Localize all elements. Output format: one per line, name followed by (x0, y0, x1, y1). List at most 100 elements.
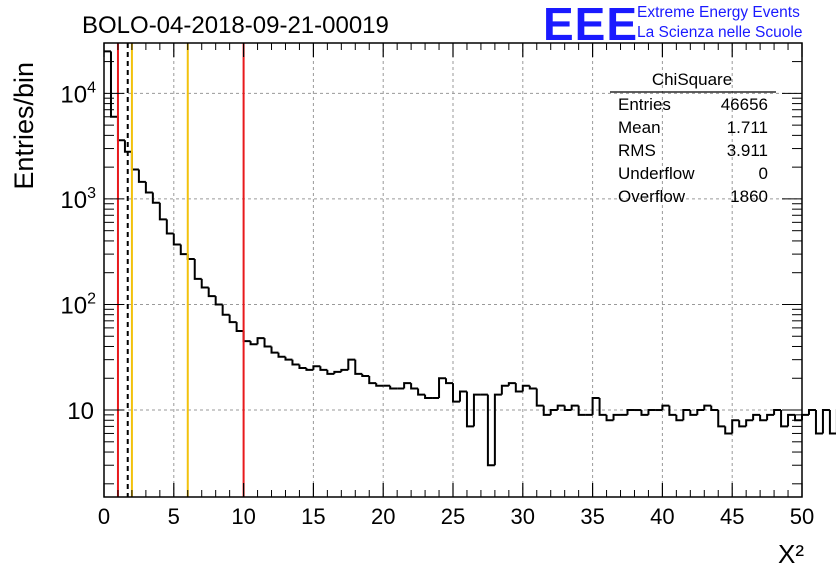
histogram-bin (172, 233, 181, 246)
y-tick-label: 102 (60, 290, 96, 319)
x-tick-label: 0 (98, 504, 110, 529)
histogram-bin (759, 414, 768, 422)
histogram-bin (717, 410, 726, 428)
histogram-bin (228, 314, 237, 324)
stats-value-rms: 3.911 (727, 141, 768, 160)
logo-line-1: Extreme Energy Events (637, 4, 800, 21)
histogram-bin (389, 385, 398, 390)
histogram-bin (794, 414, 802, 422)
x-tick-label: 15 (301, 504, 325, 529)
histogram-bin (514, 383, 523, 393)
histogram-bin (207, 287, 216, 298)
histogram-bin (521, 384, 530, 392)
histogram-bin (144, 181, 153, 194)
histogram-bin (570, 404, 579, 411)
histogram-bin (528, 385, 537, 390)
histogram-bin (752, 413, 761, 421)
histogram-bin (472, 393, 481, 427)
eee-logo: EEE (543, 0, 639, 50)
grid-layer (104, 43, 802, 497)
histogram-bin (731, 419, 740, 434)
histogram-bin (493, 393, 502, 466)
histogram-bin (123, 140, 132, 153)
histogram-bin (354, 359, 363, 375)
axes-layer: 0 5 10 15 20 25 30 35 40 45 50 10 102 103 104 (60, 42, 814, 529)
histogram-bin (542, 405, 551, 416)
histogram-bin (263, 338, 272, 348)
histogram-bin (368, 376, 377, 385)
histogram-bin (270, 346, 279, 354)
stats-label-mean: Mean (618, 118, 661, 137)
histogram-bin (333, 370, 342, 374)
histogram-bin (249, 341, 258, 346)
histogram-bin (801, 413, 809, 421)
histogram-bin (612, 413, 621, 421)
x-tick-label: 20 (371, 504, 395, 529)
histogram-bin (821, 409, 830, 434)
histogram-bin (675, 414, 684, 422)
histogram-bin (598, 398, 607, 416)
histogram-bin (319, 366, 328, 371)
histogram-bin (682, 409, 691, 421)
histogram-bin (766, 413, 775, 421)
histogram-bin (151, 192, 160, 204)
histogram-bin (689, 410, 698, 416)
histogram-bin (703, 404, 712, 411)
histogram-bin (577, 405, 586, 416)
stats-label-rms: RMS (618, 141, 656, 160)
histogram-bin (458, 390, 467, 402)
stats-label-entries: Entries (618, 95, 671, 114)
histogram-bin (130, 151, 139, 171)
histogram-bin (745, 419, 754, 427)
histogram-bin (410, 383, 419, 390)
histogram-bin (710, 405, 719, 412)
histogram-bin (137, 169, 146, 183)
y-tick-label: 10 (67, 398, 94, 425)
y-tick-label: 103 (60, 185, 96, 214)
histogram-bin (438, 377, 447, 399)
histogram-bin (507, 382, 516, 386)
histogram-bin (486, 394, 495, 467)
histogram-bin (696, 409, 705, 415)
histogram-bin (738, 420, 747, 428)
histogram-bin (158, 202, 167, 221)
x-tick-label: 10 (231, 504, 255, 529)
histogram-bin (193, 258, 202, 280)
stats-box: ChiSquare Entries 46656 Mean 1.711 RMS 3… (610, 70, 776, 206)
histogram-bin (556, 404, 565, 411)
histogram-bin (417, 388, 426, 396)
histogram-bin (375, 383, 384, 387)
histogram-bin (626, 409, 635, 415)
x-axis-label: X² (778, 539, 804, 569)
histogram-bin (814, 410, 823, 435)
x-tick-label: 25 (441, 504, 465, 529)
chart-title: BOLO-04-2018-09-21-00019 (82, 12, 389, 39)
histogram-bin (242, 331, 251, 343)
histogram-bin (668, 405, 677, 416)
histogram-bin (298, 364, 307, 370)
histogram-bin (828, 410, 836, 435)
histogram-bin (361, 373, 370, 378)
logo-line-2: La Scienza nelle Scuole (637, 24, 803, 41)
histogram-bin (200, 278, 209, 289)
x-tick-label: 30 (511, 504, 535, 529)
stats-value-overflow: 1860 (730, 187, 768, 206)
histogram-bin (500, 384, 509, 395)
histogram-bin (291, 359, 300, 366)
histogram-bin (445, 378, 453, 385)
stats-title: ChiSquare (652, 70, 732, 89)
histogram-bin (549, 409, 558, 415)
histogram-bin (563, 405, 572, 412)
x-tick-label: 50 (790, 504, 814, 529)
x-tick-label: 40 (650, 504, 674, 529)
x-tick-label: 5 (168, 504, 180, 529)
histogram-bin (773, 409, 782, 415)
histogram-bin (326, 369, 335, 375)
histogram-bin (605, 414, 614, 422)
histogram-layer (104, 50, 836, 467)
histogram-bin (312, 365, 321, 370)
stats-value-entries: 46656 (721, 95, 768, 114)
histogram-bin (535, 388, 544, 407)
stats-value-underflow: 0 (759, 164, 768, 183)
histogram-bin (214, 296, 223, 306)
